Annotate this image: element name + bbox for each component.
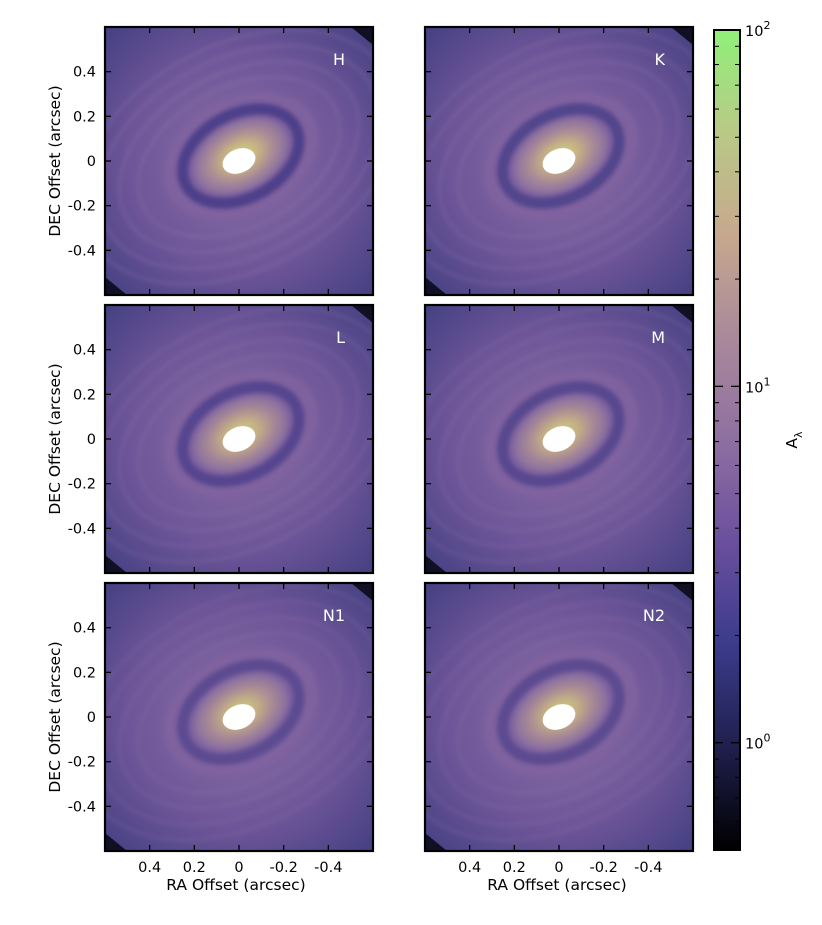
x-tick-label: -0.2 [270,860,298,876]
central-mask [542,148,576,174]
x-tick-label: 0.4 [138,860,161,876]
colorbar-title: Aλ [783,431,805,449]
panel-image [425,305,693,573]
colorbar: 102 101 100 Aλ [713,19,805,851]
central-mask [222,426,256,452]
x-tick-label: -0.4 [634,860,662,876]
y-tick-label: 0 [87,432,96,448]
panel-label: N2 [643,606,665,625]
panel-m: M [423,303,695,575]
colorbar-tick-label: 100 [745,732,770,753]
central-mask [222,148,256,174]
y-tick-label: -0.2 [68,477,96,493]
x-tick-label: 0.2 [503,860,526,876]
panel-image [105,583,373,851]
colorbar-gradient [713,29,741,851]
y-tick-label: 0.4 [73,65,96,81]
y-tick-label: 0 [87,154,96,170]
y-axis-title: DEC Offset (arcsec) [46,85,64,236]
panel-k: K [423,25,695,297]
corner-artefact [671,583,693,601]
x-axis-title-right: RA Offset (arcsec) [487,876,626,894]
corner-artefact [351,305,373,323]
x-tick-label: 0 [234,860,243,876]
corner-artefact [351,583,373,601]
panel-label: M [651,328,665,347]
corner-artefact [425,277,447,295]
x-tick-label: 0 [554,860,563,876]
corner-artefact [351,27,373,45]
corner-artefact [425,833,447,851]
x-axis-title-left: RA Offset (arcsec) [166,876,305,894]
x-tick-label: 0.4 [458,860,481,876]
x-tick-label: -0.2 [590,860,618,876]
x-tick-label: 0.2 [183,860,206,876]
panel-label: L [336,328,345,347]
y-tick-label: 0.2 [73,665,96,681]
panel-label: K [655,50,666,69]
y-tick-label: 0 [87,710,96,726]
corner-artefact [671,305,693,323]
central-mask [542,704,576,730]
y-axis-title: DEC Offset (arcsec) [46,641,64,792]
y-tick-label: -0.4 [68,521,96,537]
y-tick-label: 0.2 [73,387,96,403]
colorbar-tick-label: 102 [745,19,770,40]
corner-artefact [671,27,693,45]
y-tick-label: -0.4 [68,799,96,815]
y-tick-label: -0.4 [68,243,96,259]
y-tick-label: 0.2 [73,109,96,125]
y-axis-title: DEC Offset (arcsec) [46,363,64,514]
y-tick-label: -0.2 [68,199,96,215]
panel-n2: N2 0.4 0.2 0 -0.2 -0.4 [423,581,695,876]
corner-artefact [105,833,127,851]
corner-artefact [105,555,127,573]
colorbar-tick-label: 101 [745,375,770,396]
y-tick-label: 0.4 [73,343,96,359]
panel-label: N1 [323,606,345,625]
central-mask [222,704,256,730]
central-mask [542,426,576,452]
x-tick-label: -0.4 [314,860,342,876]
panel-label: H [333,50,345,69]
corner-artefact [425,555,447,573]
corner-artefact [105,277,127,295]
panel-image [105,27,373,295]
y-tick-label: -0.2 [68,755,96,771]
y-tick-label: 0.4 [73,621,96,637]
